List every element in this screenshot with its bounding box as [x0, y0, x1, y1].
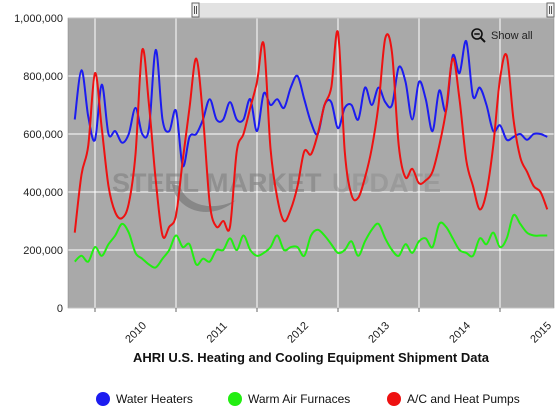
- watermark-text-left: STEEL MARKET: [112, 168, 322, 198]
- show-all-button[interactable]: Show all: [471, 28, 533, 43]
- series-line-water-heaters: [73, 40, 548, 168]
- navigator-bar[interactable]: [195, 3, 554, 18]
- navigator-handle-right[interactable]: [546, 2, 555, 18]
- x-tick-label: 2012: [285, 320, 311, 346]
- y-tick-label: 200,000: [23, 245, 63, 257]
- show-all-label: Show all: [491, 30, 533, 42]
- legend-label: A/C and Heat Pumps: [407, 392, 520, 406]
- y-tick-label: 1,000,000: [14, 13, 63, 25]
- legend-marker: [96, 392, 110, 406]
- series-lines: [73, 30, 549, 269]
- legend-item-warm-air-furnaces[interactable]: Warm Air Furnaces: [228, 392, 350, 406]
- x-tick-label: 2011: [205, 320, 230, 345]
- legend-label: Warm Air Furnaces: [248, 392, 350, 406]
- watermark-swoosh-icon: [172, 184, 236, 212]
- series-line-warm-air-furnaces: [74, 213, 548, 269]
- y-tick-label: 0: [57, 303, 63, 315]
- y-tick-label: 800,000: [23, 71, 63, 83]
- x-tick-label: 2015: [528, 320, 554, 346]
- x-tick-label: 2013: [366, 320, 392, 346]
- x-tick-label: 2010: [123, 320, 149, 346]
- x-axis: 2010 2011 2012 2013 2014 2015: [94, 308, 554, 346]
- zoom-out-icon: [471, 28, 486, 43]
- plot-border: [67, 17, 555, 309]
- navigator-handle-left[interactable]: [191, 2, 200, 18]
- chart-title: AHRI U.S. Heating and Cooling Equipment …: [133, 350, 490, 365]
- y-tick-label: 400,000: [23, 187, 63, 199]
- y-tick-label: 600,000: [23, 129, 63, 141]
- legend-marker: [387, 392, 401, 406]
- y-axis: 0 200,000 400,000 600,000 800,000 1,000,000: [14, 13, 63, 315]
- x-tick-label: 2014: [447, 320, 473, 346]
- legend: Water Heaters Warm Air Furnaces A/C and He…: [96, 392, 520, 406]
- legend-marker: [228, 392, 242, 406]
- legend-item-water-heaters[interactable]: Water Heaters: [96, 392, 193, 406]
- plot-area: [68, 18, 554, 308]
- legend-item-a-c-and-heat-pumps[interactable]: A/C and Heat Pumps: [387, 392, 520, 406]
- series-line-a-c-and-heat-pumps: [73, 30, 549, 239]
- legend-label: Water Heaters: [116, 392, 193, 406]
